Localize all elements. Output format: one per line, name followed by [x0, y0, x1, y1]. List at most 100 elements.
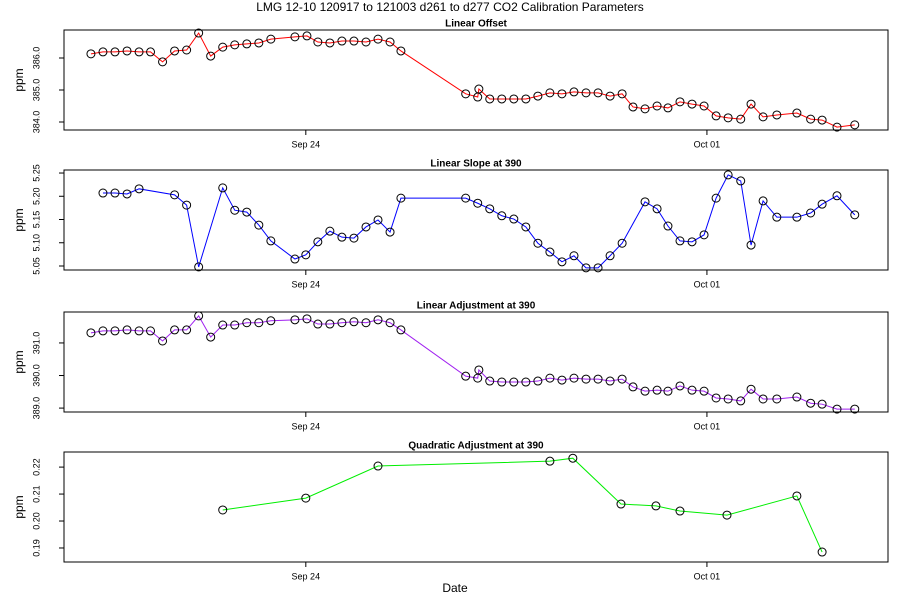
data-point: [640, 104, 650, 114]
data-point: [242, 318, 252, 328]
data-point: [652, 385, 662, 395]
plot-frame: [63, 451, 889, 563]
data-point: [593, 374, 603, 384]
data-point: [675, 381, 685, 391]
plot-frame: [63, 29, 889, 131]
data-point: [557, 89, 567, 99]
data-point: [687, 99, 697, 109]
data-point: [230, 320, 240, 330]
data-point: [832, 404, 842, 414]
data-point: [509, 94, 519, 104]
data-point: [206, 332, 216, 342]
y-tick-label: 5.15: [31, 211, 41, 229]
data-point: [230, 40, 240, 50]
data-point: [266, 236, 276, 246]
data-point: [675, 236, 685, 246]
data-point: [711, 393, 721, 403]
data-point: [325, 226, 335, 236]
data-point: [746, 99, 756, 109]
y-tick-label: 390.0: [31, 364, 41, 387]
data-point: [699, 230, 709, 240]
data-point: [290, 315, 300, 325]
data-point: [569, 87, 579, 97]
data-point: [373, 34, 383, 44]
data-line: [90, 315, 855, 410]
data-point: [301, 250, 311, 260]
data-point: [194, 311, 204, 321]
y-tick-label: 385.0: [31, 79, 41, 102]
data-point: [254, 38, 264, 48]
data-point: [266, 316, 276, 326]
data-point: [230, 205, 240, 215]
data-point: [568, 453, 578, 463]
data-point: [497, 377, 507, 387]
data-point: [122, 325, 132, 335]
data-point: [485, 204, 495, 214]
data-point: [302, 314, 312, 324]
data-point: [474, 84, 484, 94]
data-point: [850, 210, 860, 220]
data-point: [396, 193, 406, 203]
data-point: [110, 188, 120, 198]
data-point: [337, 318, 347, 328]
data-point: [218, 183, 228, 193]
data-point: [242, 39, 252, 49]
data-point: [509, 377, 519, 387]
y-axis-label: ppm: [12, 350, 26, 373]
data-point: [461, 193, 471, 203]
data-point: [792, 392, 802, 402]
data-point: [581, 263, 591, 273]
data-point: [772, 394, 782, 404]
data-point: [711, 111, 721, 121]
data-point: [617, 238, 627, 248]
y-axis-label: ppm: [12, 495, 26, 518]
data-point: [361, 37, 371, 47]
data-point: [687, 385, 697, 395]
data-point: [850, 120, 860, 130]
data-point: [170, 190, 180, 200]
data-point: [373, 215, 383, 225]
data-point: [302, 31, 312, 41]
data-point: [533, 91, 543, 101]
data-point: [792, 212, 802, 222]
data-point: [385, 227, 395, 237]
data-point: [593, 263, 603, 273]
y-axis-label: ppm: [12, 68, 26, 91]
data-point: [675, 506, 685, 516]
data-point: [545, 88, 555, 98]
data-point: [640, 386, 650, 396]
data-point: [593, 88, 603, 98]
data-point: [545, 247, 555, 257]
data-point: [817, 399, 827, 409]
data-point: [817, 199, 827, 209]
data-point: [628, 382, 638, 392]
data-point: [736, 396, 746, 406]
data-point: [218, 320, 228, 330]
data-point: [373, 315, 383, 325]
data-line: [222, 457, 823, 553]
data-point: [182, 200, 192, 210]
data-point: [290, 32, 300, 42]
data-point: [485, 94, 495, 104]
data-point: [361, 222, 371, 232]
panel-title: Linear Offset: [445, 19, 507, 30]
data-point: [313, 37, 323, 47]
data-point: [396, 325, 406, 335]
data-point: [134, 47, 144, 57]
data-point: [617, 89, 627, 99]
data-point: [509, 214, 519, 224]
data-point: [325, 319, 335, 329]
data-point: [663, 221, 673, 231]
data-point: [723, 113, 733, 123]
data-point: [817, 547, 827, 557]
data-point: [170, 325, 180, 335]
data-point: [206, 51, 216, 61]
data-point: [122, 189, 132, 199]
data-point: [497, 94, 507, 104]
data-point: [569, 251, 579, 261]
data-point: [134, 326, 144, 336]
data-point: [313, 319, 323, 329]
data-point: [301, 493, 311, 503]
data-point: [772, 110, 782, 120]
data-point: [146, 326, 156, 336]
